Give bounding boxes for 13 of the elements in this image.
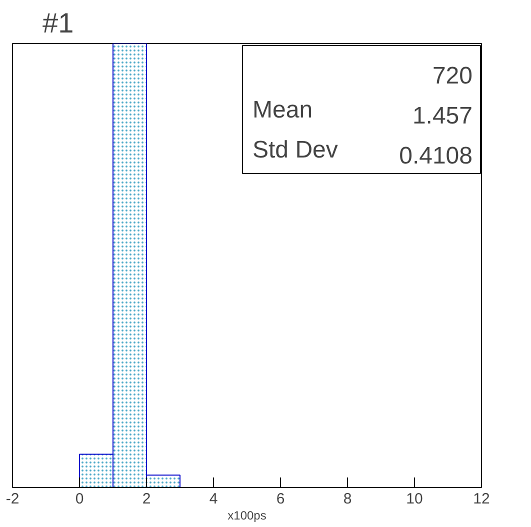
x-tick-label: 6 xyxy=(276,490,285,508)
x-tick-label: 10 xyxy=(406,490,423,508)
annotation: 720 xyxy=(432,62,473,90)
x-tick-label: -2 xyxy=(6,490,20,508)
text: Std Dev 0.4108 xyxy=(252,136,472,170)
x-axis-title: x100ps xyxy=(228,508,266,522)
x-tick-label: 2 xyxy=(142,490,151,508)
chart-title: #1 xyxy=(42,8,74,38)
x-tick-label: 12 xyxy=(473,490,490,508)
text: Mean 1.457 xyxy=(252,96,473,130)
x-tick-label: 8 xyxy=(343,490,352,508)
x-tick-label: 4 xyxy=(209,490,218,508)
x-tick-label: 0 xyxy=(75,490,84,508)
